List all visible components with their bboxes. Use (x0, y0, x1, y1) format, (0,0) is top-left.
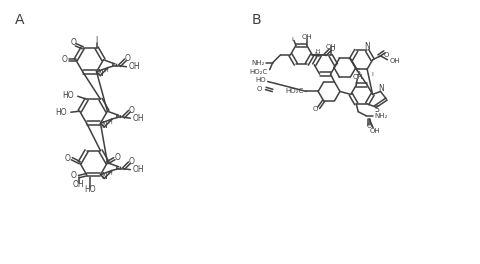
Text: NH₂: NH₂ (252, 60, 265, 66)
Text: HO₂C: HO₂C (250, 69, 268, 75)
Text: I: I (291, 37, 293, 42)
Text: HO: HO (55, 108, 67, 117)
Text: S: S (375, 105, 379, 114)
Text: OH: OH (301, 35, 312, 40)
Text: B: B (252, 13, 262, 27)
Text: O: O (129, 157, 134, 166)
Text: OH: OH (128, 62, 140, 71)
Text: O: O (71, 38, 77, 47)
Text: N: N (101, 121, 107, 130)
Text: H: H (315, 49, 319, 54)
Text: O: O (114, 153, 120, 162)
Text: N: N (101, 172, 107, 181)
Text: H: H (107, 120, 112, 125)
Text: OH: OH (389, 58, 400, 64)
Text: O: O (124, 54, 131, 63)
Text: N: N (364, 42, 370, 51)
Text: H: H (103, 68, 108, 73)
Text: OH: OH (353, 74, 363, 80)
Text: I: I (96, 36, 97, 45)
Text: HO: HO (62, 91, 74, 100)
Text: O: O (384, 52, 389, 58)
Text: N: N (314, 52, 320, 58)
Text: N: N (379, 84, 384, 93)
Text: S: S (356, 68, 360, 77)
Text: OH: OH (132, 165, 144, 174)
Text: N: N (97, 69, 103, 78)
Text: A: A (14, 13, 24, 27)
Text: NH₂: NH₂ (374, 113, 387, 119)
Text: O: O (71, 171, 77, 180)
Text: H: H (107, 171, 112, 176)
Text: HO: HO (255, 77, 266, 83)
Text: HO: HO (84, 185, 96, 194)
Text: OH: OH (132, 114, 144, 123)
Text: O: O (366, 122, 372, 129)
Text: O: O (256, 86, 262, 92)
Text: HO₂C: HO₂C (285, 88, 303, 95)
Text: O: O (129, 106, 134, 115)
Text: O: O (329, 46, 335, 52)
Text: OH: OH (73, 180, 84, 189)
Text: OH: OH (370, 128, 380, 134)
Text: O: O (65, 154, 71, 163)
Text: O: O (62, 55, 68, 64)
Text: OH: OH (325, 44, 336, 50)
Text: O: O (313, 106, 318, 112)
Text: I: I (371, 72, 373, 77)
